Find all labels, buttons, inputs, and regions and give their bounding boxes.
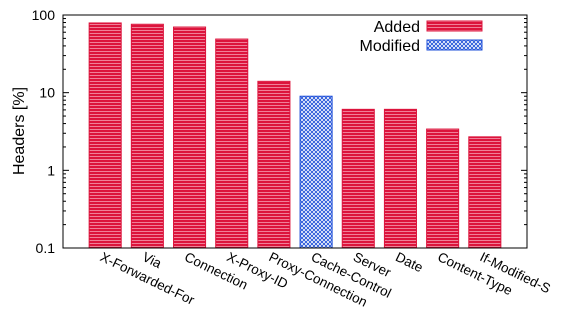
legend-swatch-added [426, 20, 483, 32]
bar-connection [173, 26, 207, 249]
bar-if-modified-s [468, 136, 502, 249]
bars-layer [88, 22, 502, 249]
legend-swatch-modified [426, 39, 483, 51]
bar-via [130, 23, 164, 249]
legend-label-modified: Modified [360, 38, 420, 55]
bar-server [341, 108, 375, 249]
bar-x-forwarded-for [88, 22, 122, 249]
y-tick-label: 1 [47, 162, 55, 178]
legend-label-added: Added [374, 19, 420, 36]
y-tick-label: 0.1 [36, 240, 56, 256]
plot-frame [62, 14, 528, 249]
bar-x-proxy-id [215, 38, 249, 249]
bar-date [383, 108, 417, 249]
bar-cache-control [299, 95, 333, 249]
bar-content-type [426, 128, 460, 249]
y-tick-label: 100 [32, 7, 56, 23]
bar-proxy-connection [257, 80, 291, 249]
y-axis-title: Headers [%] [11, 87, 28, 175]
legend: Added Modified [360, 19, 483, 55]
y-tick-label: 10 [39, 85, 55, 101]
x-tick-label: Date [393, 249, 425, 275]
y-axis: 0.1 1 10 100 [32, 7, 527, 256]
